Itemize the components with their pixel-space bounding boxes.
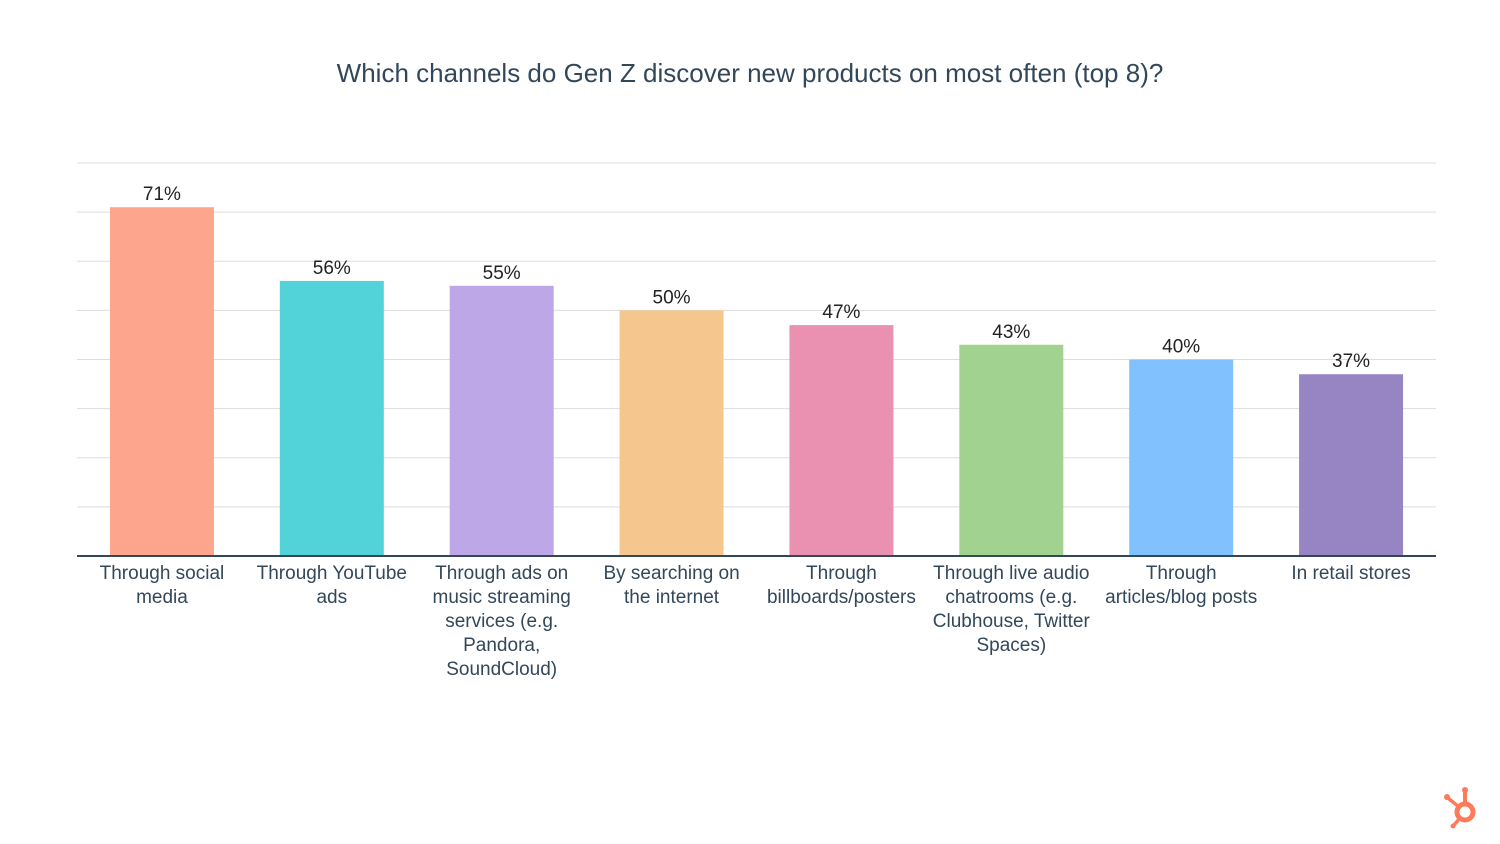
bar [449, 285, 554, 556]
value-label: 47% [822, 302, 860, 323]
x-tick-label: Through social media [99, 563, 225, 608]
value-label: 43% [992, 322, 1030, 343]
value-label: 55% [483, 263, 521, 284]
x-tick-label: In retail stores [1291, 563, 1411, 584]
bar [789, 325, 894, 556]
value-label: 50% [653, 287, 691, 308]
bar [959, 344, 1064, 556]
logo [1444, 787, 1476, 829]
value-label: 37% [1332, 351, 1370, 372]
bar [619, 310, 724, 556]
bar [1299, 374, 1404, 556]
bar [1129, 359, 1234, 556]
x-tick-label: Through YouTube ads [256, 563, 407, 608]
x-tick-label: Through live audio chatrooms (e.g. Clubh… [932, 563, 1090, 656]
x-tick-label: Through ads on music streaming services … [432, 563, 571, 680]
chart-title: Which channels do Gen Z discover new pro… [336, 58, 1164, 88]
x-tick-label: Through articles/blog posts [1105, 563, 1258, 608]
value-label: 56% [313, 258, 351, 279]
x-tick-label: By searching on the internet [603, 563, 740, 608]
value-label: 71% [143, 184, 181, 205]
bar [109, 207, 214, 556]
bar [279, 280, 384, 556]
value-label: 40% [1162, 337, 1200, 358]
x-tick-label: Through billboards/posters [766, 563, 916, 608]
